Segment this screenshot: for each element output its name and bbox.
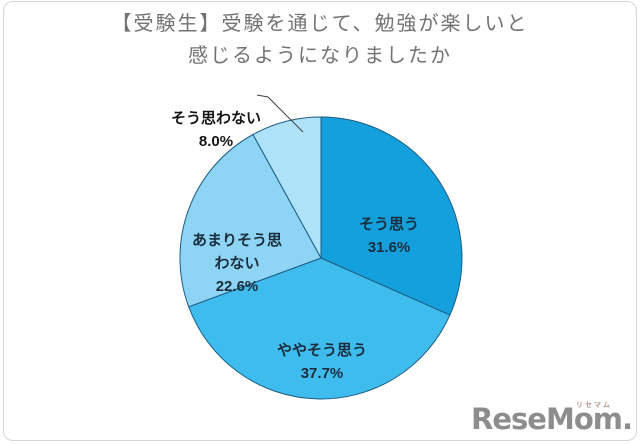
title-line-1: 【受験生】受験を通じて、勉強が楽しいと xyxy=(111,13,529,35)
slice-label-agree-text: そう思う xyxy=(358,216,419,233)
title-line-2: 感じるようになりましたか xyxy=(188,45,452,67)
slice-label-somewhat-agree: ややそう思う 37.7% xyxy=(242,316,402,408)
pie-slice-1 xyxy=(188,257,451,400)
slice-label-disagree: そう思わない 8.0% xyxy=(141,84,291,176)
pie-slices xyxy=(179,116,463,400)
resemom-logo-katakana: リセマム xyxy=(576,401,612,409)
slice-label-not-really-text: あまりそう思 わない xyxy=(191,232,282,272)
leader-line xyxy=(256,94,304,133)
resemom-logo-text: ReseMom. xyxy=(471,402,633,436)
slice-label-somewhat-agree-pct: 37.7% xyxy=(300,365,344,382)
pie-slice-0 xyxy=(320,116,463,316)
pie-slice-3 xyxy=(252,116,322,259)
slice-label-disagree-text: そう思わない xyxy=(170,110,261,127)
slice-label-disagree-pct: 8.0% xyxy=(198,133,234,150)
slice-label-agree: そう思う 31.6% xyxy=(319,190,459,282)
slice-label-somewhat-agree-text: ややそう思う xyxy=(276,342,367,359)
slice-label-not-really: あまりそう思 わない 22.6% xyxy=(162,206,312,321)
page-title: 【受験生】受験を通じて、勉強が楽しいと 感じるようになりましたか xyxy=(0,8,640,72)
slice-label-agree-pct: 31.6% xyxy=(367,239,411,256)
resemom-logo: リセマム ReseMom. xyxy=(471,401,633,436)
pie-slice-2 xyxy=(179,133,322,308)
slice-label-not-really-pct: 22.6% xyxy=(215,278,259,295)
